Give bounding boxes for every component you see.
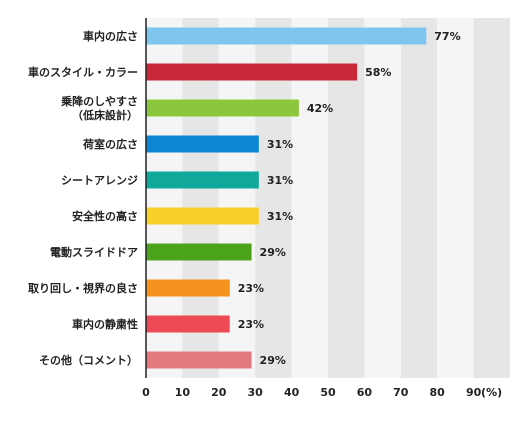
- value-label: 42%: [307, 102, 333, 115]
- grid-band: [473, 18, 510, 378]
- category-label: 安全性の高さ: [72, 209, 138, 223]
- x-tick-label: 10: [175, 386, 191, 399]
- x-tick-label: 30: [248, 386, 264, 399]
- category-label: 車のスタイル・カラー: [28, 65, 138, 79]
- category-label: 取り回し・視界の良さ: [28, 281, 138, 295]
- grid-band: [437, 18, 474, 378]
- value-label: 31%: [267, 210, 293, 223]
- bar: [146, 279, 230, 297]
- bar: [146, 171, 259, 189]
- x-tick-label: 40: [284, 386, 300, 399]
- value-label: 58%: [365, 66, 391, 79]
- category-label: 荷室の広さ: [82, 137, 138, 151]
- category-label: その他（コメント）: [39, 353, 138, 367]
- category-label: 乗降のしやすさ（低床設計）: [61, 94, 138, 122]
- bar: [146, 207, 259, 225]
- bar: [146, 63, 358, 81]
- category-label: 車内の静粛性: [72, 317, 138, 331]
- value-label: 77%: [434, 30, 460, 43]
- category-label: シートアレンジ: [61, 174, 138, 187]
- value-label: 29%: [260, 354, 286, 367]
- bar: [146, 99, 299, 117]
- value-label: 31%: [267, 138, 293, 151]
- bar: [146, 135, 259, 153]
- x-tick-label: 0: [142, 386, 150, 399]
- x-tick-labels: 0 10 20 30 40 50 60 70 80 90 (%): [142, 386, 502, 399]
- bar: [146, 243, 252, 261]
- x-tick-label: 50: [320, 386, 336, 399]
- category-label: 電動スライドドア: [50, 245, 138, 259]
- grid-band: [400, 18, 438, 378]
- bar: [146, 351, 252, 369]
- x-tick-label: 60: [357, 386, 373, 399]
- x-tick-label: 90: [466, 386, 482, 399]
- x-tick-label: 80: [430, 386, 446, 399]
- value-label: 31%: [267, 174, 293, 187]
- x-tick-label: 70: [393, 386, 409, 399]
- category-label: 車内の広さ: [83, 29, 138, 43]
- grid-band: [364, 18, 401, 378]
- x-unit-label: (%): [481, 386, 502, 399]
- bar: [146, 315, 230, 333]
- value-label: 29%: [260, 246, 286, 259]
- bars: [146, 27, 427, 369]
- value-labels: 77% 58% 42% 31% 31% 31% 29% 23% 23% 29%: [238, 30, 461, 367]
- value-label: 23%: [238, 318, 264, 331]
- bar: [146, 27, 427, 45]
- value-label: 23%: [238, 282, 264, 295]
- x-tick-label: 20: [211, 386, 227, 399]
